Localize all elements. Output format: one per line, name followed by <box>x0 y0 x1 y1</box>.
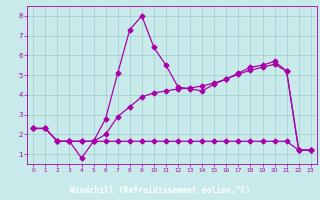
Text: Windchill (Refroidissement éolien,°C): Windchill (Refroidissement éolien,°C) <box>70 186 250 196</box>
